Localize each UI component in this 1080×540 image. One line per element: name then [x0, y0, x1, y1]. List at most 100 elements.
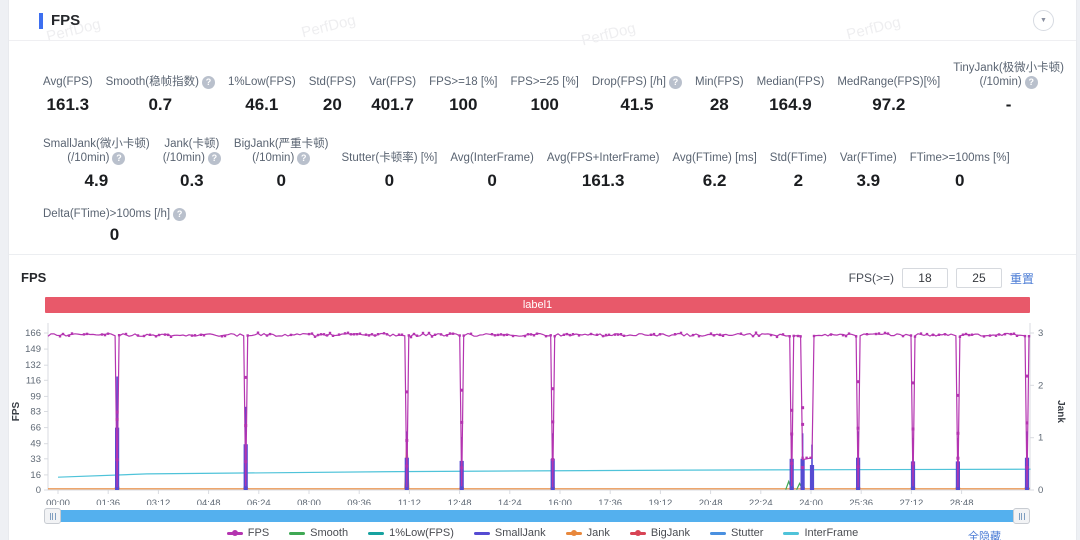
stat-item: FPS>=18 [%] 100	[429, 59, 497, 115]
stat-row: Avg(FPS) 161.3 Smooth(稳帧指数)? 0.7 1%Low(FPS) 4…	[43, 59, 1076, 115]
legend-item-bigjank[interactable]: BigJank	[629, 527, 691, 539]
stat-value: 0.7	[148, 95, 173, 114]
svg-text:3: 3	[1038, 328, 1043, 339]
stat-value: 41.5	[620, 95, 654, 114]
stat-value: 0	[954, 171, 965, 190]
legend-marker	[368, 531, 385, 535]
stat-value: 161.3	[46, 95, 90, 114]
svg-text:0: 0	[1038, 485, 1043, 496]
stat-label: FPS>=18 [%]	[429, 76, 498, 88]
svg-text:27:12: 27:12	[900, 498, 924, 505]
fps-threshold-controls: FPS(>=) 重置	[849, 268, 1034, 288]
legend-marker	[289, 531, 306, 535]
stat-label: BigJank(严重卡顿)	[233, 138, 329, 150]
stat-item: MedRange(FPS)[%] 97.2	[837, 59, 940, 115]
legend-item-smalljank[interactable]: SmallJank	[473, 527, 546, 539]
stat-delta-ftime: Delta(FTime)>100ms [/h] ? 0	[43, 207, 187, 245]
stat-item: TinyJank(极微小卡顿) (/10min)? -	[953, 59, 1064, 115]
stat-label: (/10min)	[67, 152, 110, 164]
stat-item: Var(FTime) 3.9	[840, 135, 897, 191]
legend-item-interframe[interactable]: InterFrame	[783, 527, 858, 539]
stat-label: (/10min)	[979, 76, 1022, 88]
help-icon[interactable]: ?	[669, 75, 683, 89]
svg-text:28:48: 28:48	[950, 498, 974, 505]
stat-value: 28	[709, 95, 729, 114]
hide-all-link[interactable]: 全隐藏	[968, 531, 1001, 540]
stat-label: MedRange(FPS)[%]	[837, 76, 941, 88]
stat-value: 97.2	[872, 95, 906, 114]
stat-value: 46.1	[245, 95, 279, 114]
stat-item: FTime>=100ms [%] 0	[910, 135, 1010, 191]
stat-value: 0	[384, 171, 395, 190]
stat-item: Smooth(稳帧指数)? 0.7	[106, 59, 215, 115]
legend-marker	[565, 530, 582, 536]
svg-text:00:00: 00:00	[46, 498, 70, 505]
help-icon[interactable]: ?	[207, 151, 221, 165]
help-icon[interactable]: ?	[297, 151, 311, 165]
legend-item-smooth[interactable]: Smooth	[289, 527, 348, 539]
fps-threshold-low-input[interactable]	[901, 268, 948, 288]
fps-line-chart: 0 16 33 49 66 83 99 116 132 149 166 0 1 2 3 00:00 01:36 0…	[11, 323, 1066, 505]
stat-value: 0	[109, 225, 120, 244]
legend-label: BigJank	[650, 527, 691, 539]
legend-item-1-low-fps-[interactable]: 1%Low(FPS)	[368, 527, 454, 539]
stat-label: Stutter(卡顿率) [%]	[341, 152, 438, 164]
threshold-label: FPS(>=)	[848, 271, 894, 285]
stat-label: (/10min)	[252, 152, 295, 164]
svg-text:20:48: 20:48	[699, 498, 723, 505]
stat-label: FPS>=25 [%]	[510, 76, 579, 88]
stat-label: Delta(FTime)>100ms [/h]	[43, 208, 171, 220]
stat-label: Drop(FPS) [/h]	[591, 76, 667, 88]
stat-item: Avg(InterFrame) 0	[450, 135, 534, 191]
stat-item: FPS>=25 [%] 100	[510, 59, 578, 115]
stat-value: 6.2	[702, 171, 727, 190]
fps-markers	[58, 331, 1031, 470]
svg-text:2: 2	[1038, 380, 1043, 391]
stat-item: Stutter(卡顿率) [%] 0	[341, 135, 437, 191]
section-divider	[9, 254, 1076, 255]
stat-label: Std(FPS)	[308, 76, 356, 88]
stat-value: 4.9	[84, 171, 109, 190]
help-icon[interactable]: ?	[112, 151, 126, 165]
label1-banner[interactable]: label1	[45, 297, 1030, 313]
legend-item-stutter[interactable]: Stutter	[710, 527, 763, 539]
stat-value: 161.3	[581, 171, 625, 190]
stat-value: 164.9	[769, 95, 812, 114]
fps-threshold-high-input[interactable]	[955, 268, 1002, 288]
svg-text:166: 166	[25, 328, 41, 339]
svg-text:06:24: 06:24	[247, 498, 271, 505]
chart-scrollbar[interactable]	[44, 508, 1030, 524]
fps-panel: PerfDog PerfDog PerfDog PerfDog FPS ▼ Av…	[8, 0, 1077, 540]
scrollbar-right-handle[interactable]	[1013, 508, 1030, 524]
reset-link[interactable]: 重置	[1009, 271, 1034, 286]
stats-grid: Avg(FPS) 161.3 Smooth(稳帧指数)? 0.7 1%Low(FPS) 4…	[9, 41, 1076, 191]
svg-text:17:36: 17:36	[598, 498, 622, 505]
stat-label: Std(FTime)	[769, 152, 827, 164]
help-icon[interactable]: ?	[1024, 75, 1038, 89]
stat-item: Median(FPS) 164.9	[757, 59, 825, 115]
scrollbar-left-handle[interactable]	[44, 508, 61, 524]
legend-label: SmallJank	[494, 527, 546, 539]
stat-value: 100	[449, 95, 478, 114]
help-icon[interactable]: ?	[173, 207, 187, 221]
chart-title: FPS	[21, 270, 47, 285]
stat-item: Avg(FTime) [ms] 6.2	[672, 135, 756, 191]
help-icon[interactable]: ?	[201, 75, 215, 89]
stat-label: Avg(FPS)	[43, 76, 93, 88]
legend-label: Smooth	[310, 527, 349, 539]
collapse-button[interactable]: ▼	[1033, 10, 1054, 31]
interframe-series	[57, 468, 1031, 478]
legend-item-jank[interactable]: Jank	[565, 527, 610, 539]
stat-item: Jank(卡顿) (/10min)? 0.3	[163, 135, 221, 191]
legend-item-fps[interactable]: FPS	[226, 527, 270, 539]
stat-value: 0	[487, 171, 497, 190]
stat-value: 0	[276, 171, 286, 190]
stat-label: FTime>=100ms [%]	[909, 152, 1010, 164]
legend-label: FPS	[247, 527, 270, 539]
stat-label: Var(FTime)	[839, 152, 897, 164]
stat-row: SmallJank(微小卡顿) (/10min)? 4.9 Jank(卡顿) (/10m…	[43, 135, 1076, 191]
stat-label: Smooth(稳帧指数)	[105, 76, 199, 88]
legend-marker	[473, 531, 490, 535]
stat-label: Jank(卡顿)	[164, 138, 220, 150]
stat-value: 100	[530, 95, 559, 114]
